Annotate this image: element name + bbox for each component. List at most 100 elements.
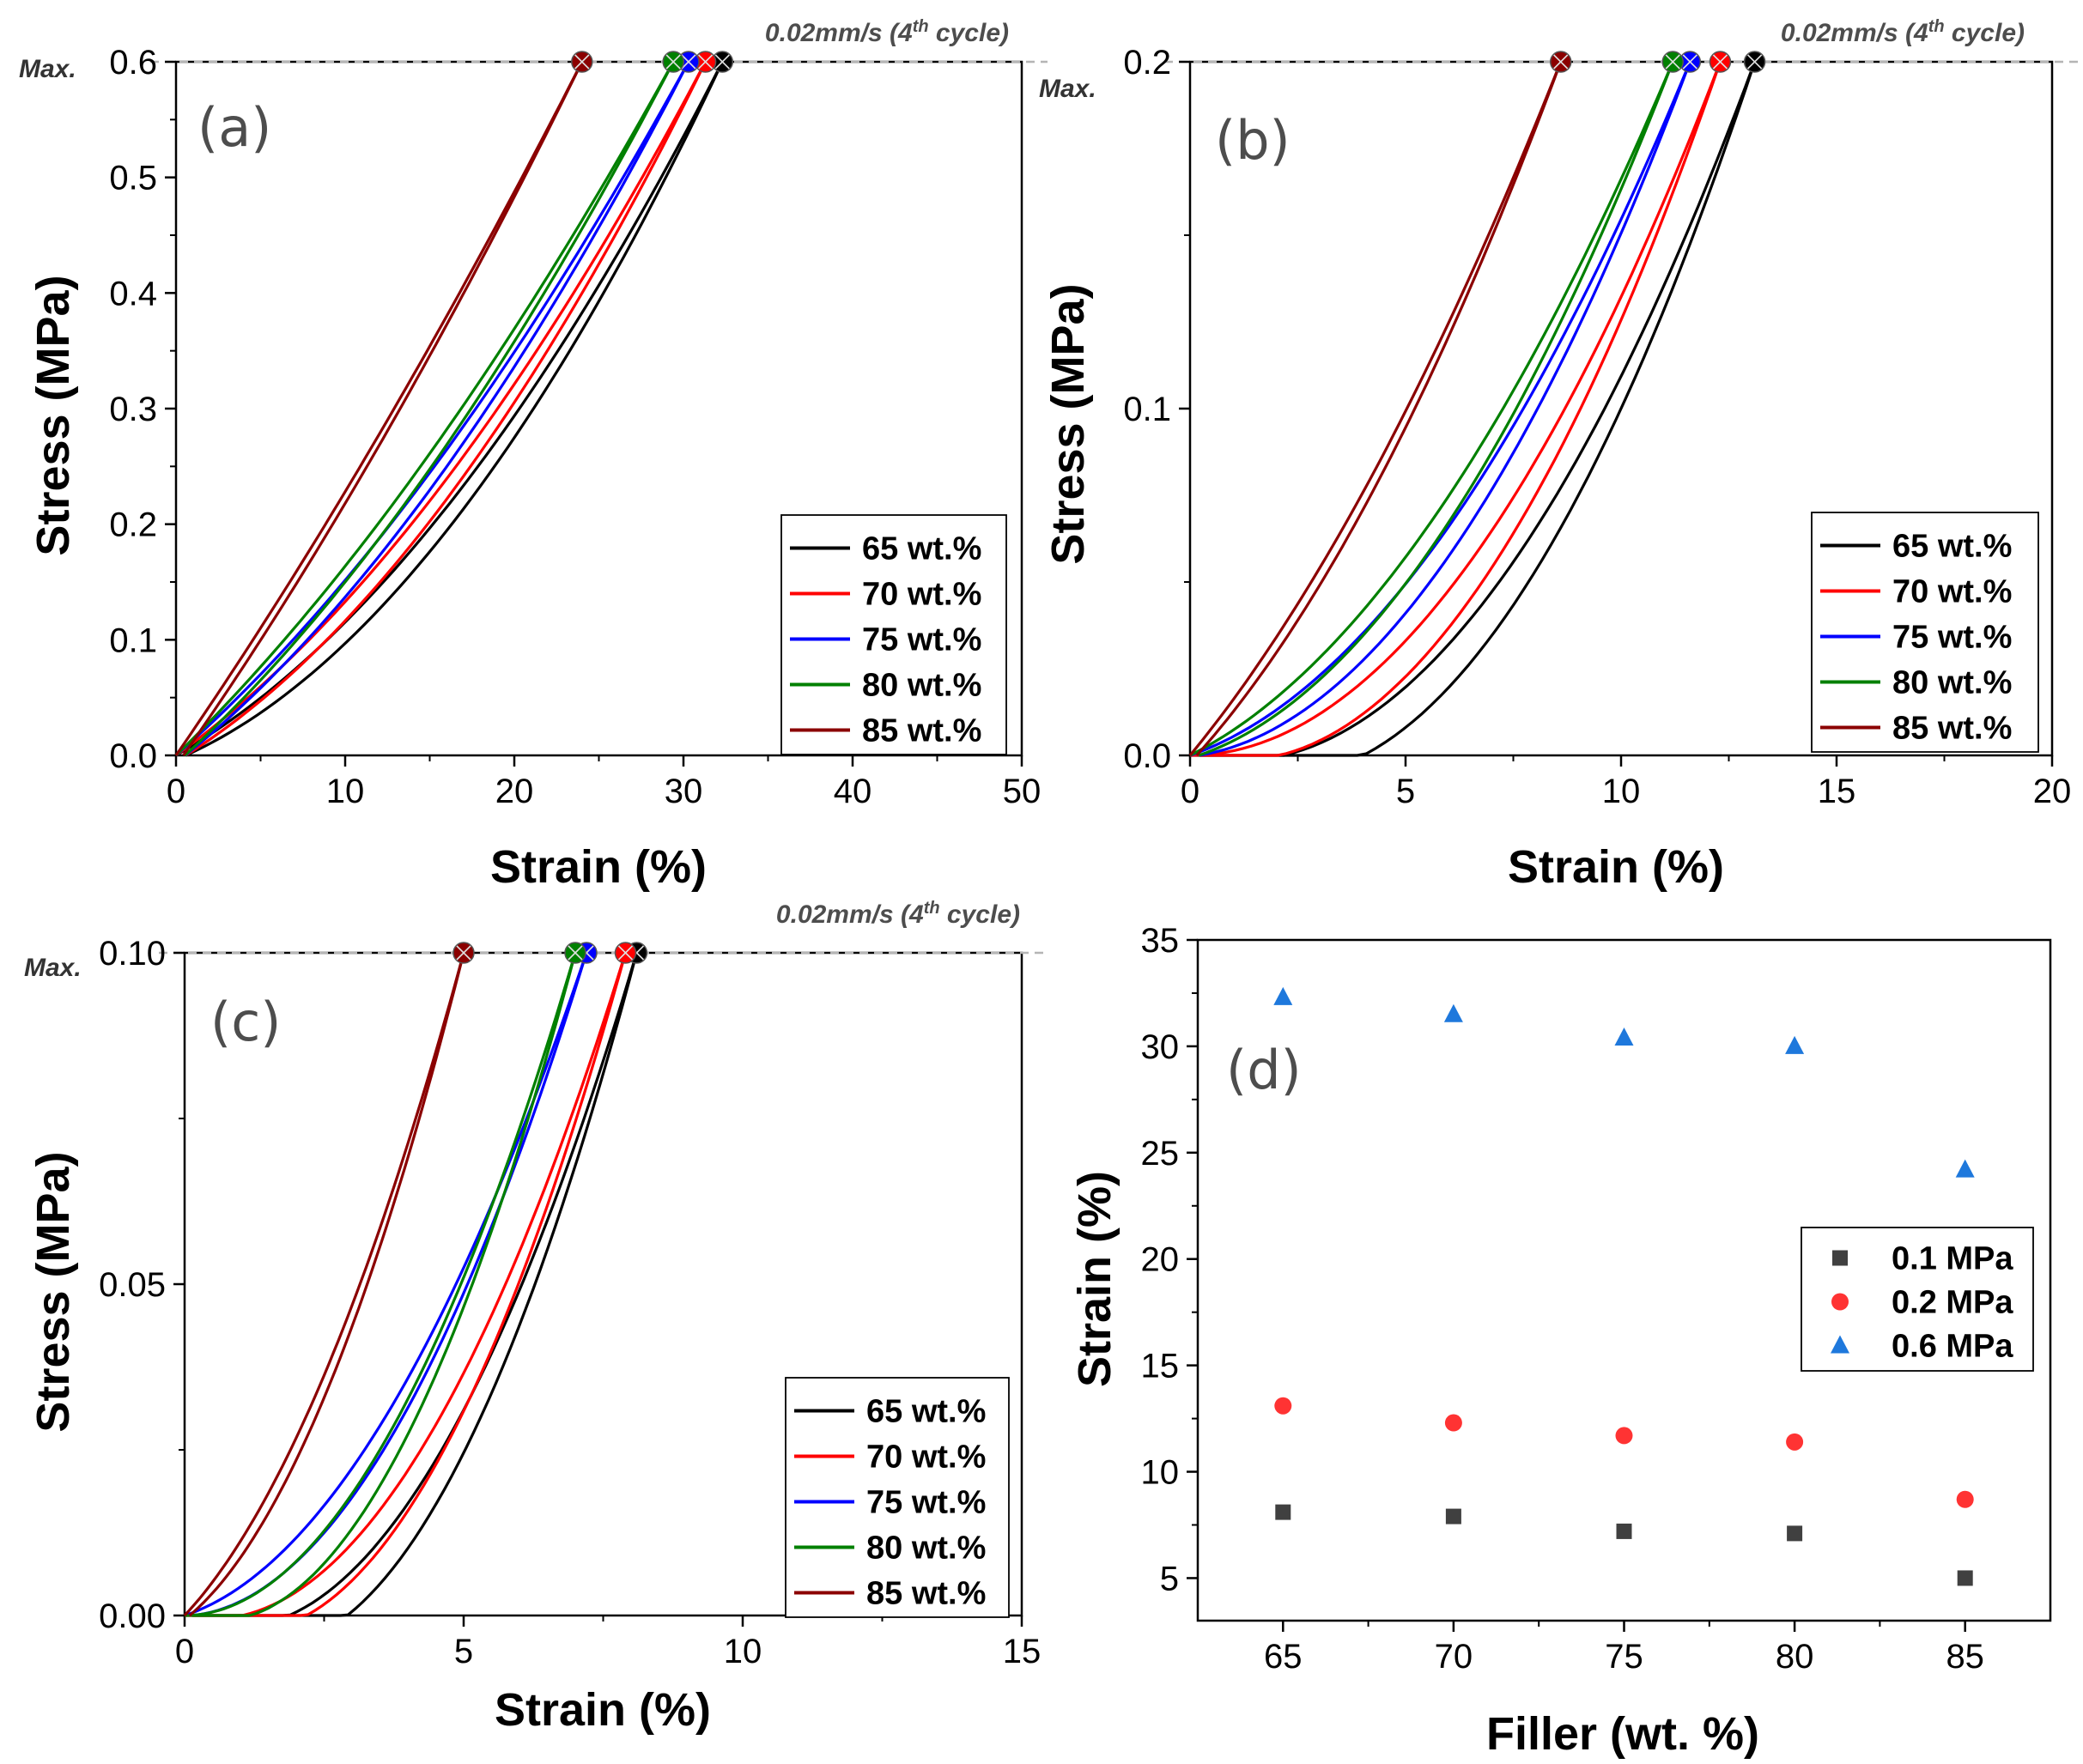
panel-c-series-3-loading-curve [184, 952, 577, 1617]
panel-b-x-tick-label: 0 [1181, 773, 1199, 810]
panel-a-max-point-cross-0 [714, 54, 730, 70]
panel-a-x-tick-label: 30 [665, 773, 703, 810]
panel-c-series-1-unloading-curve [192, 952, 628, 1617]
panel-b-letter: (b) [1215, 109, 1290, 172]
panel-a-legend-label-0: 65 wt.% [862, 531, 981, 567]
panel-a-series-2-loading-curve [174, 61, 690, 757]
panel-d-point-2-2 [1614, 1027, 1634, 1046]
panel-b-x-axis-title: Strain (%) [1508, 841, 1724, 893]
panel-c-x-axis-title: Strain (%) [495, 1684, 711, 1736]
panel-c-series-4-unloading-curve [188, 952, 465, 1617]
panel-b-y-axis-title: Stress (MPa) [1042, 283, 1094, 564]
panel-a-legend-label-4: 85 wt.% [862, 713, 981, 749]
panel-d-point-1-2 [1615, 1427, 1633, 1445]
panel-a-y-tick-label: 0.5 [109, 160, 157, 197]
panel-b-legend-label-2: 75 wt.% [1892, 620, 2012, 656]
panel-d-x-tick-label: 75 [1605, 1638, 1643, 1676]
panel-b-series-3-loading-curve [1189, 61, 1674, 757]
panel-c-series-3-unloading-curve [191, 952, 577, 1617]
panel-b-legend-label-1: 70 wt.% [1892, 574, 2012, 610]
panel-d-point-0-1 [1445, 1508, 1461, 1525]
panel-b-series-2-loading-curve [1189, 61, 1691, 757]
panel-d-legend-marker-0 [1832, 1250, 1848, 1266]
panel-a-series-0-loading-curve [175, 61, 724, 757]
panel-a-max-point-cross-2 [681, 54, 696, 70]
panel-b-max-point-cross-1 [1712, 54, 1728, 70]
panel-d-strain-vs-filler: (d) Filler (wt. %) Strain (%) 65 70 75 80 85… [1069, 922, 2052, 1760]
panel-b-series-1-unloading-curve [1199, 61, 1722, 757]
panel-c-x-tick-label: 10 [724, 1633, 762, 1670]
panel-b-rate-note: 0.02mm/s (4th cycle) [1781, 17, 2025, 47]
panel-a-y-tick-label: 0.3 [109, 391, 157, 428]
panel-d-point-2-0 [1273, 986, 1293, 1005]
panel-b-legend-label-4: 85 wt.% [1892, 711, 2012, 747]
panel-a-series-2-unloading-curve [184, 61, 690, 757]
panel-d-point-0-2 [1616, 1523, 1632, 1539]
panel-b-series-4-unloading-curve [1195, 61, 1563, 757]
panel-a-letter: (a) [197, 96, 271, 159]
panel-b-series-4-loading-curve [1188, 61, 1563, 757]
panel-d-point-2-3 [1785, 1035, 1805, 1054]
panel-c-legend-label-0: 65 wt.% [866, 1394, 986, 1430]
panel-b-x-tick-label: 15 [1818, 773, 1856, 810]
panel-c-y-tick-label: 0.05 [99, 1266, 166, 1304]
panel-c-max-point-cross-1 [617, 945, 634, 961]
panel-c-legend-label-3: 80 wt.% [866, 1531, 986, 1567]
panel-a-stress-strain: 0.02mm/s (4th cycle) Max. (a) Strain (%)… [19, 17, 1048, 893]
panel-c-letter: (c) [210, 991, 281, 1053]
panel-a-legend-label-1: 70 wt.% [862, 577, 981, 613]
panel-a-series-4-loading-curve [174, 61, 584, 756]
panel-a-rate-note: 0.02mm/s (4th cycle) [765, 17, 1009, 47]
panel-d-letter: (d) [1226, 1039, 1302, 1101]
panel-b-series-3-unloading-curve [1198, 61, 1674, 757]
panel-a-x-tick-label: 40 [834, 773, 872, 810]
panel-a-y-tick-label: 0.1 [109, 621, 157, 659]
panel-a-x-tick-label: 10 [326, 773, 365, 810]
panel-a-y-axis-title: Stress (MPa) [27, 275, 79, 555]
panel-d-y-tick-label: 10 [1141, 1454, 1180, 1492]
panel-a-x-tick-label: 20 [495, 773, 534, 810]
panel-b-legend-label-3: 80 wt.% [1892, 665, 2012, 701]
panel-b-max-point-cross-0 [1747, 54, 1763, 70]
panel-a-max-point-cross-4 [574, 54, 590, 70]
panel-d-point-0-3 [1787, 1525, 1803, 1542]
panel-b-series-2-unloading-curve [1199, 61, 1691, 757]
panel-b-series-0-unloading-curve [1199, 61, 1757, 757]
panel-c-max-point-cross-4 [456, 945, 471, 961]
panel-a-y-tick-label: 0.0 [109, 737, 157, 775]
panel-d-legend-marker-1 [1831, 1293, 1849, 1311]
panel-d-point-1-3 [1786, 1433, 1804, 1451]
panel-b-stress-strain: 0.02mm/s (4th cycle) Max. (b) Strain (%)… [1039, 17, 2078, 893]
panel-a-x-tick-label: 50 [1003, 773, 1042, 810]
panel-c-y-tick-label: 0.10 [99, 935, 166, 973]
panel-a-y-tick-label: 0.2 [109, 506, 157, 544]
panel-d-y-tick-label: 30 [1141, 1028, 1180, 1066]
panel-a-max-point-cross-1 [698, 54, 714, 70]
panel-b-y-tick-label: 0.0 [1123, 737, 1171, 775]
panel-c-stress-strain: 0.02mm/s (4th cycle) Max. (c) Strain (%)… [24, 899, 1048, 1736]
panel-d-point-1-1 [1444, 1414, 1462, 1432]
panel-c-legend-box [785, 1377, 1010, 1618]
panel-a-max-point-cross-3 [665, 54, 681, 70]
panel-a-x-axis-title: Strain (%) [490, 841, 707, 893]
panel-d-legend-label-2: 0.6 MPa [1892, 1329, 2013, 1365]
panel-c-legend-label-4: 85 wt.% [866, 1576, 986, 1612]
panel-d-x-tick-label: 65 [1264, 1638, 1303, 1676]
panel-a-y-tick-label: 0.6 [109, 44, 157, 82]
panel-a-series-1-loading-curve [175, 61, 707, 757]
panel-d-x-axis-title: Filler (wt. %) [1486, 1708, 1759, 1760]
panel-d-point-1-0 [1274, 1397, 1292, 1415]
panel-b-max-point-cross-3 [1665, 54, 1680, 70]
panel-d-point-2-1 [1443, 1003, 1463, 1022]
panel-a-legend-label-2: 75 wt.% [862, 622, 981, 658]
panel-b-x-tick-label: 20 [2033, 773, 2072, 810]
panel-d-point-0-4 [1957, 1570, 1973, 1586]
panel-a-x-tick-label: 0 [167, 773, 185, 810]
panel-a-series-3-loading-curve [174, 61, 675, 757]
panel-b-series-1-loading-curve [1189, 61, 1722, 757]
panel-a-series-1-unloading-curve [185, 61, 707, 757]
panel-c-series-2-loading-curve [184, 952, 588, 1617]
panel-d-x-tick-label: 70 [1435, 1638, 1473, 1676]
panel-a-legend-label-3: 80 wt.% [862, 668, 981, 704]
